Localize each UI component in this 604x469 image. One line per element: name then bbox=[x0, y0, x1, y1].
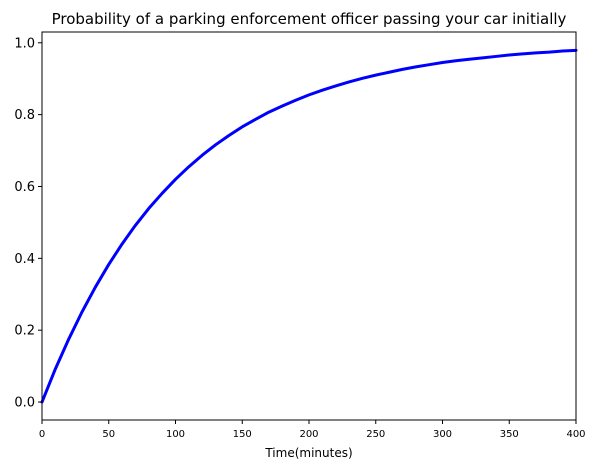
y-tick-label: 0.2 bbox=[14, 324, 35, 339]
x-axis-label: Time(minutes) bbox=[264, 446, 352, 460]
x-tick-label: 50 bbox=[102, 429, 115, 440]
x-tick-label: 300 bbox=[433, 429, 452, 440]
series-line-0 bbox=[40, 48, 578, 404]
y-tick-label: 0.8 bbox=[14, 108, 35, 123]
x-tick-label: 100 bbox=[166, 429, 185, 440]
y-tick-label: 1.0 bbox=[14, 36, 35, 51]
y-tick-label: 0.4 bbox=[14, 252, 35, 267]
plot-area: 0 50 100 150 200 250 300 350 400 0.0 0.2 0.4 0.6 0.8 1… bbox=[14, 31, 586, 440]
x-tick-label: 200 bbox=[299, 429, 318, 440]
axes-frame bbox=[41, 31, 577, 421]
y-tick-label: 0.0 bbox=[14, 396, 35, 411]
x-tick-label: 150 bbox=[233, 429, 252, 440]
chart-title: Probability of a parking enforcement off… bbox=[52, 10, 567, 28]
y-tick-label: 0.6 bbox=[14, 180, 35, 195]
x-tick-label: 400 bbox=[566, 429, 585, 440]
x-tick-label: 0 bbox=[39, 429, 45, 440]
x-tick-label: 350 bbox=[500, 429, 519, 440]
x-tick-label: 250 bbox=[366, 429, 385, 440]
